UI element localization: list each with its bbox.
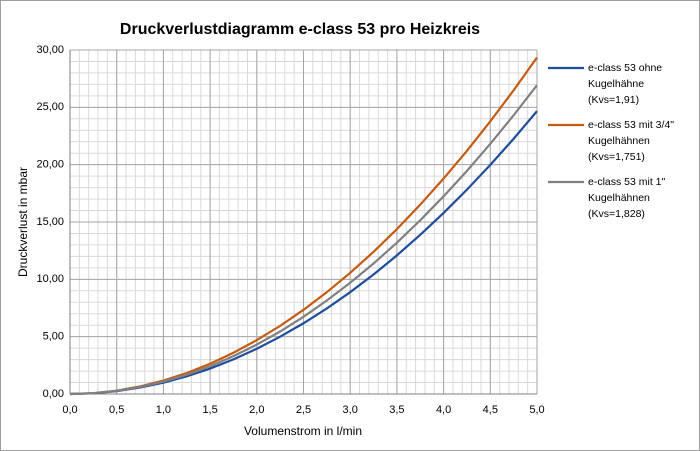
y-axis-label: Druckverlust in mbar [16,167,30,277]
x-axis-label: Volumenstrom in l/min [244,424,362,438]
y-tick-label: 25,00 [36,101,64,113]
x-tick-label: 4,5 [483,404,498,416]
y-tick-label: 20,00 [36,159,64,171]
x-tick-label: 0,0 [62,404,77,416]
y-tick-label: 10,00 [36,273,64,285]
x-tick-label: 0,5 [109,404,124,416]
x-tick-label: 3,0 [343,404,358,416]
x-tick-label: 4,0 [436,404,451,416]
y-tick-label: 15,00 [36,216,64,228]
legend-entry: e-class 53 ohne Kugelhähne (Kvs=1,91) [588,62,663,106]
legend-entry: e-class 53 mit 3/4" Kugelhähnen (Kvs=1,7… [588,119,675,163]
series-line [69,84,538,396]
x-tick-label: 5,0 [529,404,544,416]
x-tick-label: 2,5 [296,404,311,416]
y-tick-label: 0,00 [43,388,64,400]
chart-title: Druckverlustdiagramm e-class 53 pro Heiz… [120,21,480,38]
y-tick-label: 30,00 [36,44,64,56]
x-tick-label: 2,0 [249,404,264,416]
x-tick-label: 1,5 [202,404,217,416]
legend-entry: e-class 53 mit 1" Kugelhähnen (Kvs=1,828… [588,176,666,220]
x-tick-label: 3,5 [389,404,404,416]
y-tick-label: 5,00 [43,331,64,343]
x-tick-label: 1,0 [156,404,171,416]
